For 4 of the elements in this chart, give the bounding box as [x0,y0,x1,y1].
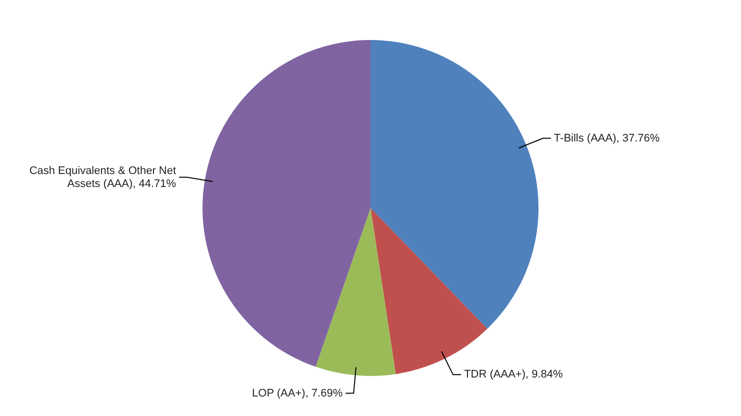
slice-label: TDR (AAA+), 9.84% [464,368,564,381]
slice-label: LOP (AA+), 7.69% [252,387,343,400]
slice-label: Cash Equivalents & Other Net Assets (AAA), 44.71% [29,164,176,190]
slice-label: T-Bills (AAA), 37.76% [554,132,660,144]
